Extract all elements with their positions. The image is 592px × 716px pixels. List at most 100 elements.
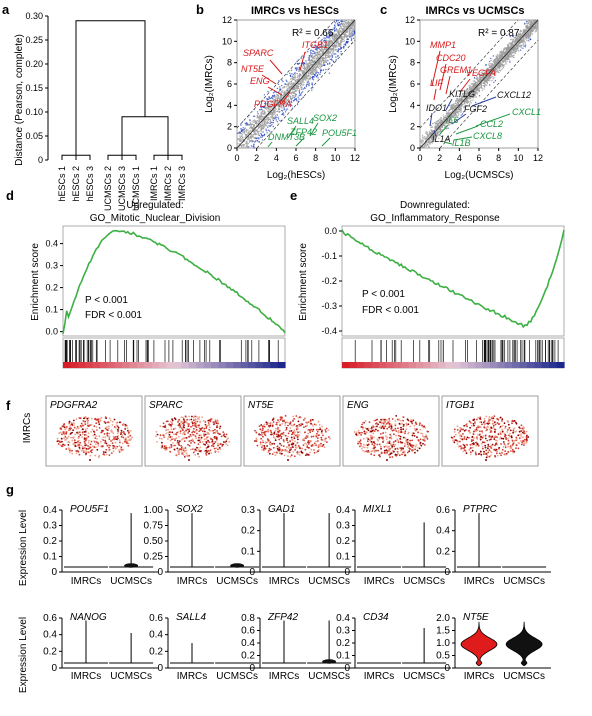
scatter-point [318,67,321,70]
scatter-point [514,41,516,43]
scatter-point [261,129,263,131]
scatter-point [422,136,424,139]
scatter-point [294,99,296,101]
scatter-point [340,50,342,53]
scatter-point [318,65,321,67]
scatter-point [425,131,427,133]
scatter-point [270,117,273,119]
scatter-point [257,116,259,119]
scatter-point [329,51,331,53]
scatter-point [321,53,323,55]
dendrogram-cluster [61,154,91,160]
scatter-point [489,84,491,86]
scatter-point [334,22,337,24]
scatter-point [288,102,291,104]
scatter-point [318,51,320,53]
scatter-point [434,125,436,127]
scatter-point [426,137,428,140]
scatter-point [312,46,314,48]
scatter-point [306,82,309,84]
scatter-point [260,118,262,120]
scatter-point [317,66,320,69]
scatter-point [340,48,342,50]
scatter-point [296,103,299,106]
scatter-point [284,93,286,95]
scatter-point [528,36,530,39]
scatter-point [531,33,534,35]
scatter-point [354,22,356,25]
scatter-point [284,90,286,93]
scatter-point [334,24,336,26]
scatter-point [279,86,281,88]
scatter-point [344,43,347,46]
x-tick-label: 2 [254,153,259,163]
scatter-point [509,60,511,62]
scatter-point [255,133,258,136]
scatter-point [467,100,469,103]
scatter-point [337,19,339,22]
scatter-point [524,46,527,48]
scatter-point [310,55,312,57]
scatter-point [274,112,276,114]
scatter-point [512,38,514,41]
scatter-point [251,135,254,137]
scatter-point [297,96,299,99]
scatter-point [490,57,492,60]
scatter-point [294,93,296,95]
scatter-point [316,51,318,53]
scatter-point [307,67,309,69]
scatter-point [426,133,428,135]
scatter-point [330,42,332,44]
scatter-point [511,49,514,51]
scatter-point [312,79,315,81]
scatter-point [260,113,262,116]
scatter-point [237,138,239,141]
scatter-point [237,132,239,135]
panel-label-a: a [2,2,10,17]
scatter-point [519,33,522,35]
panel-b-xlabel: Log₂(hESCs) [267,170,325,181]
scatter-point [513,56,515,58]
scatter-point [239,138,241,140]
scatter-point [519,29,522,31]
scatter-point [325,58,327,61]
scatter-point [506,44,509,46]
scatter-point [263,94,266,96]
scatter-point [309,66,311,68]
scatter-point [336,35,338,38]
x-tick-label: 12 [350,153,360,163]
scatter-point [350,37,353,39]
panel-c-title: IMRCs vs UCMSCs [425,5,524,17]
scatter-point [343,43,345,45]
scatter-point [521,33,524,35]
scatter-point [285,79,287,82]
scatter-point [319,63,322,65]
scatter-point [527,33,529,35]
scatter-point [330,54,332,57]
scatter-point [335,30,337,32]
scatter-point [477,91,479,94]
scatter-point [243,147,245,149]
scatter-point [441,119,443,122]
scatter-point [486,77,489,80]
scatter-point [506,60,508,62]
scatter-point [274,109,276,112]
scatter-point [280,96,282,98]
panel-a-yticks: 00.050.100.150.200.250.30 [25,11,48,165]
scatter-point [346,35,348,37]
scatter-point [478,88,480,90]
scatter-point [300,92,303,94]
scatter-point [310,62,312,64]
scatter-point [312,68,314,70]
scatter-point [242,145,245,148]
scatter-point [296,87,298,89]
scatter-point [331,59,333,61]
scatter-point [522,44,524,46]
scatter-point [289,83,292,86]
scatter-point [326,52,329,54]
scatter-point [321,65,323,68]
scatter-point [301,71,303,73]
x-tick-label: 6 [293,153,298,163]
panel-a-ytick-label: 0.30 [25,11,43,21]
scatter-point [499,66,501,69]
